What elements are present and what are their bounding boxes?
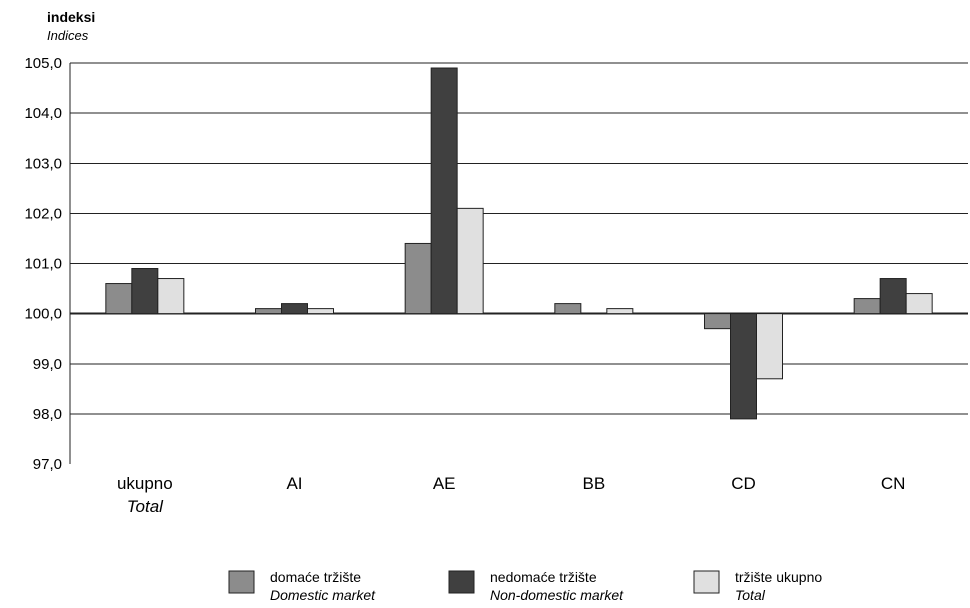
y-tick-label: 105,0 [24, 55, 62, 72]
legend-label-en: Non-domestic market [490, 587, 624, 603]
y-tick-label: 102,0 [24, 205, 62, 222]
y-tick-label: 97,0 [33, 456, 62, 473]
bar [105, 283, 133, 315]
y-axis-title: indeksi [47, 9, 95, 25]
legend-label: nedomaće tržište [490, 569, 597, 585]
legend-label-en: Domestic market [270, 587, 376, 603]
y-axis-title-en: Indices [47, 28, 89, 43]
bar [281, 303, 308, 315]
bar [430, 67, 458, 315]
axis-layer: indeksi Indices 97,0 98,0 99,0 100,0 101,0 102,… [24, 9, 905, 516]
legend-swatch [448, 570, 475, 594]
x-tick-label: AE [433, 474, 456, 493]
legend-swatch [693, 570, 720, 594]
y-tick-label: 99,0 [33, 356, 62, 373]
bar [554, 303, 582, 315]
legend-label: tržište ukupno [735, 569, 822, 585]
y-tick-label: 100,0 [24, 306, 62, 323]
bar [730, 313, 757, 420]
legend-label-en: Total [735, 587, 766, 603]
bar [404, 242, 432, 315]
bar [606, 308, 634, 315]
y-tick-label: 103,0 [24, 155, 62, 172]
x-tick-label: BB [582, 474, 605, 493]
x-tick-label: CD [731, 474, 756, 493]
legend-swatch [228, 570, 255, 594]
bar [307, 308, 334, 315]
x-tick-label: ukupno [117, 474, 173, 493]
bar [853, 298, 881, 315]
x-tick-sublabel: Total [127, 497, 164, 516]
bar [756, 313, 783, 380]
bar [131, 268, 159, 315]
legend-label: domaće tržište [270, 569, 361, 585]
bar [255, 308, 282, 315]
bar [157, 278, 185, 315]
y-tick-label: 98,0 [33, 406, 62, 423]
x-tick-label: AI [286, 474, 302, 493]
bar [879, 278, 907, 315]
x-tick-label: CN [881, 474, 906, 493]
bars-layer [105, 67, 933, 420]
legend: domaće tržište Domestic market nedomaće tr… [228, 569, 822, 603]
bar [905, 293, 933, 315]
y-tick-label: 101,0 [24, 256, 62, 273]
grid-layer [70, 62, 968, 415]
bar [456, 207, 484, 315]
y-tick-label: 104,0 [24, 105, 62, 122]
bar [704, 313, 731, 330]
